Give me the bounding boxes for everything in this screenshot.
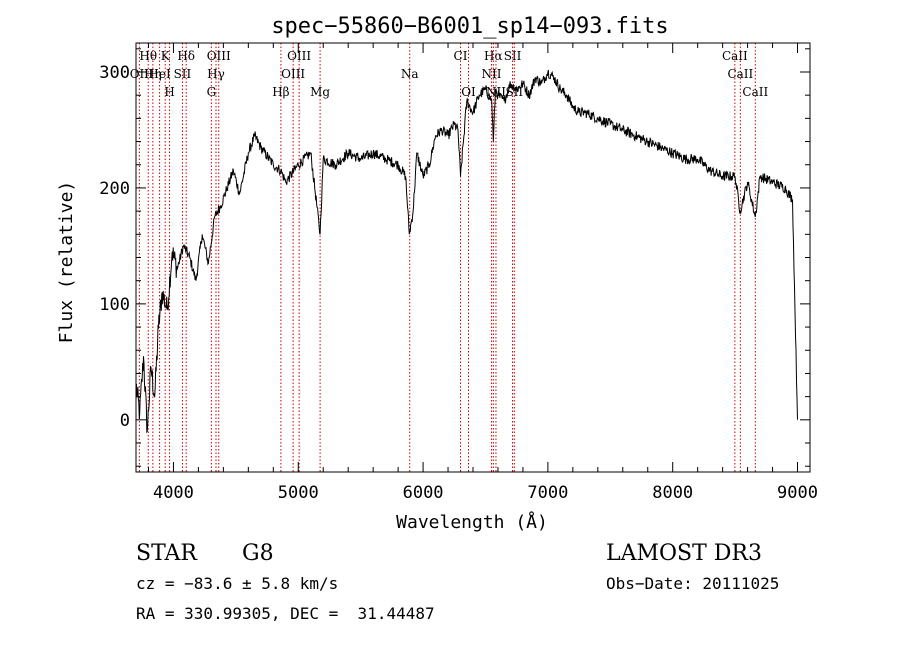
spectral-line-label: OIII: [207, 49, 231, 63]
spectral-line-label: K: [161, 49, 171, 63]
x-tick-label: 6000: [403, 483, 444, 503]
y-axis-label: Flux (relative): [56, 181, 77, 344]
x-tick-label: 5000: [278, 483, 319, 503]
spectral-line-label: CaII: [742, 85, 768, 99]
x-axis-ticks: 4000 5000 6000 7000 8000 9000: [147, 43, 818, 503]
spectral-line-label: CaII: [722, 49, 748, 63]
spectral-line-label: OIII: [287, 49, 311, 63]
spectral-line-label: OIII: [281, 67, 305, 81]
spectral-line-label: HeI: [148, 67, 171, 81]
spectral-line-label: SII: [174, 67, 192, 81]
survey-name: LAMOST DR3: [606, 541, 762, 566]
spectral-line-label: Mg: [310, 85, 330, 99]
spectral-line-label: H: [164, 85, 174, 99]
spectral-line-label: OI: [461, 85, 476, 99]
object-subclass: G8: [242, 541, 274, 566]
y-tick-label: 200: [99, 179, 130, 199]
spectral-line-label: Hα: [484, 49, 503, 63]
spectrum-series: [135, 69, 798, 434]
spectral-line-label: G: [207, 85, 217, 99]
spectral-line-label: CaII: [727, 67, 753, 81]
spectral-line-label: Hδ: [177, 49, 195, 63]
x-tick-label: 4000: [153, 483, 194, 503]
redshift-text: cz = −83.6 ± 5.8 km/s: [136, 574, 338, 593]
spectral-line-label: CI: [454, 49, 468, 63]
x-tick-label: 7000: [527, 483, 568, 503]
spectrum-line: [135, 69, 798, 434]
spectral-line-label: NII: [481, 67, 501, 81]
spectral-line-label: Na: [401, 67, 419, 81]
spectral-line-label: Hη: [144, 67, 162, 81]
chart-title: spec−55860−B6001_sp14−093.fits: [271, 14, 668, 39]
x-tick-label: 9000: [777, 483, 818, 503]
y-axis-ticks: 0 100 200 300: [99, 48, 810, 467]
object-class: STAR: [136, 541, 198, 566]
coordinates-text: RA = 330.99305, DEC = 31.44487: [136, 604, 435, 623]
spectral-line-label: Hγ: [207, 67, 225, 81]
y-tick-label: 0: [120, 411, 130, 431]
y-tick-label: 100: [99, 295, 130, 315]
spectral-line-label: SII: [504, 49, 522, 63]
spectral-line-label: OII: [130, 67, 150, 81]
spectral-line-label: Hβ: [272, 85, 289, 99]
spectral-line-label: Hθ: [139, 49, 157, 63]
x-axis-label: Wavelength (Å): [396, 511, 548, 533]
obs-date-text: Obs−Date: 20111025: [606, 574, 779, 593]
plot-frame: [135, 42, 811, 473]
y-tick-label: 300: [99, 63, 130, 83]
x-tick-label: 8000: [652, 483, 693, 503]
